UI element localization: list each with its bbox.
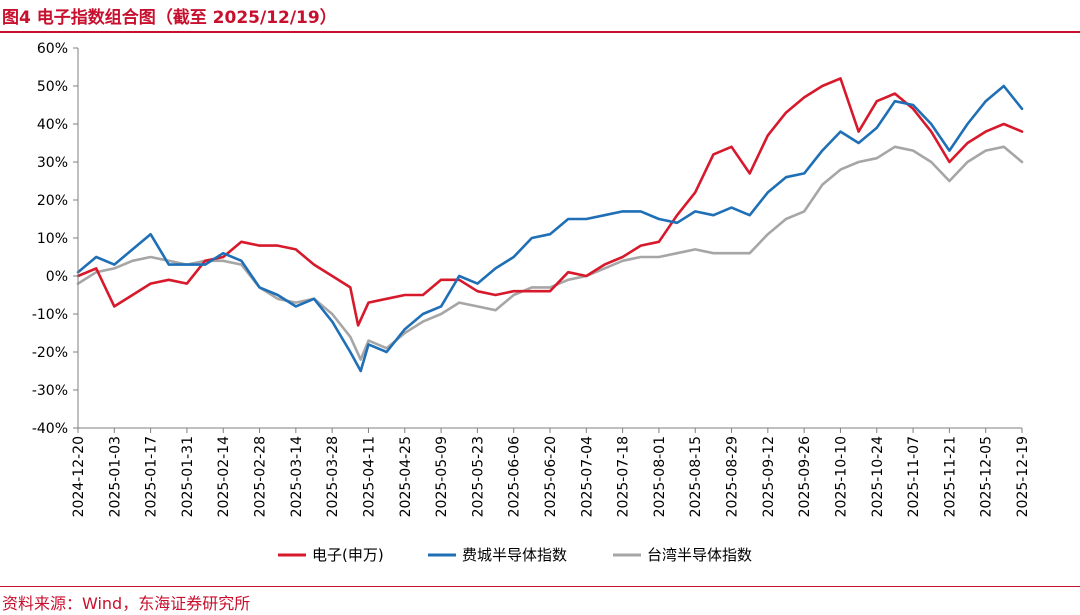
x-tick-label: 2025-11-07 — [906, 436, 922, 517]
y-tick-label: 20% — [37, 193, 68, 209]
x-tick-label: 2025-11-21 — [942, 436, 958, 517]
x-tick-label: 2025-05-09 — [434, 436, 450, 517]
axes: 60% 50% 40% 30% 20% 10% 0% -10% -20% -30% -40%2024… — [32, 41, 1031, 517]
x-tick-label: 2025-06-20 — [543, 436, 559, 517]
x-tick-label: 2025-10-10 — [833, 436, 849, 517]
y-tick-label: 60% — [37, 41, 68, 57]
series-line-1 — [76, 84, 1024, 373]
series-line-0 — [76, 77, 1024, 327]
x-tick-label: 2025-08-15 — [688, 436, 704, 517]
y-tick-label: 50% — [37, 79, 68, 95]
x-tick-label: 2024-12-20 — [71, 436, 87, 517]
x-tick-label: 2025-01-03 — [107, 436, 123, 517]
x-tick-label: 2025-08-01 — [652, 436, 668, 517]
series-line-2 — [76, 145, 1024, 361]
chart-title: 图4 电子指数组合图（截至 2025/12/19） — [2, 8, 337, 28]
y-tick-label: -30% — [32, 383, 68, 399]
x-tick-label: 2025-02-14 — [216, 436, 232, 517]
y-tick-label: -40% — [32, 421, 68, 437]
legend: 电子(申万) 费城半导体指数 台湾半导体指数 — [278, 546, 752, 564]
x-tick-label: 2025-09-12 — [761, 436, 777, 517]
legend-label-0: 电子(申万) — [312, 546, 384, 564]
x-tick-label: 2025-04-25 — [398, 436, 414, 517]
source-rule — [0, 586, 1080, 587]
x-tick-label: 2025-09-26 — [797, 436, 813, 517]
x-tick-label: 2025-02-28 — [253, 436, 269, 517]
x-tick-label: 2025-03-14 — [289, 436, 305, 517]
line-chart: 60% 50% 40% 30% 20% 10% 0% -10% -20% -30% -40%2024… — [32, 41, 1031, 564]
y-tick-label: -20% — [32, 345, 68, 361]
x-tick-label: 2025-12-19 — [1015, 436, 1031, 517]
y-tick-label: -10% — [32, 307, 68, 323]
plot-area — [76, 77, 1024, 373]
legend-label-1: 费城半导体指数 — [462, 546, 567, 564]
source-note: 资料来源：Wind，东海证券研究所 — [2, 594, 251, 613]
y-tick-label: 40% — [37, 117, 68, 133]
y-tick-label: 0% — [46, 269, 68, 285]
x-tick-label: 2025-06-06 — [507, 436, 523, 517]
x-tick-label: 2025-07-18 — [616, 436, 632, 517]
y-tick-label: 10% — [37, 231, 68, 247]
legend-label-2: 台湾半导体指数 — [647, 546, 752, 564]
x-tick-label: 2025-07-04 — [579, 436, 595, 517]
x-tick-label: 2025-04-11 — [361, 436, 377, 517]
x-tick-label: 2025-01-17 — [144, 436, 160, 517]
x-tick-label: 2025-12-05 — [979, 436, 995, 517]
x-tick-label: 2025-05-23 — [470, 436, 486, 517]
title-rule — [0, 31, 1080, 33]
x-tick-label: 2025-08-29 — [725, 436, 741, 517]
x-tick-label: 2025-01-31 — [180, 436, 196, 517]
x-tick-label: 2025-10-24 — [870, 436, 886, 517]
y-tick-label: 30% — [37, 155, 68, 171]
x-tick-label: 2025-03-28 — [325, 436, 341, 517]
